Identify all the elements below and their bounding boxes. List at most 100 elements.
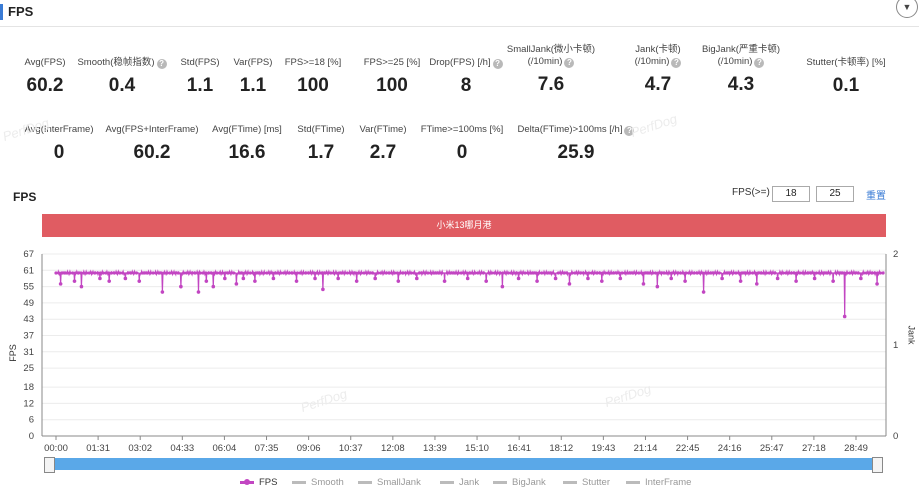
fps-dip-point	[500, 284, 505, 289]
fps-point	[334, 271, 338, 275]
fps-point	[867, 271, 871, 275]
stat-label: Smooth(稳帧指数)?	[62, 57, 182, 69]
page-title: FPS	[8, 4, 34, 19]
fps-point	[728, 271, 733, 275]
fps-point	[279, 271, 283, 275]
legend-item-smalljank[interactable]: SmallJank	[358, 477, 421, 488]
stat-label: FTime>=100ms [%]	[420, 124, 504, 135]
slider-handle-right[interactable]	[872, 457, 883, 473]
y-tick-label: 43	[23, 314, 34, 325]
x-tick-label: 27:18	[802, 443, 826, 454]
help-icon[interactable]: ?	[492, 59, 503, 69]
x-tick-label: 16:41	[507, 443, 531, 454]
legend-item-fps[interactable]: FPS	[240, 477, 277, 488]
fps-point	[656, 271, 660, 275]
fps-point	[387, 271, 391, 275]
fps-point	[379, 271, 383, 275]
fps-point	[634, 271, 638, 275]
fps-point	[881, 271, 885, 275]
stat-value: 1.1	[186, 75, 214, 96]
fps-point	[762, 271, 766, 275]
fps-point	[870, 271, 874, 275]
fps-point	[723, 271, 727, 275]
fps-point	[445, 271, 449, 275]
threshold-input-1[interactable]: 18	[772, 186, 810, 202]
fps-point	[470, 271, 474, 275]
fps-point	[79, 271, 83, 275]
stat-label: Jank(卡顿)	[635, 44, 681, 55]
legend-item-jank[interactable]: Jank	[440, 477, 479, 488]
stat-stutter: Stutter(卡顿率) [%] 0.1	[786, 57, 906, 97]
fps-point	[398, 271, 402, 275]
fps-point	[65, 271, 69, 275]
fps-point	[101, 271, 105, 275]
stat-label: FPS>=25 [%]	[363, 57, 421, 68]
legend-swatch	[493, 480, 507, 484]
help-icon[interactable]: ?	[564, 58, 575, 68]
fps-point	[559, 271, 563, 275]
stat-var-ftime: Var(FTime) 2.7	[323, 124, 443, 164]
fps-point	[301, 271, 305, 275]
fps-point	[68, 271, 72, 275]
fps-point	[659, 271, 663, 275]
fps-dip-point	[812, 276, 817, 281]
help-icon[interactable]: ?	[671, 58, 682, 68]
fps-dip-point	[553, 276, 558, 281]
help-icon[interactable]: ?	[624, 126, 635, 136]
legend-label: InterFrame	[645, 477, 692, 488]
fps-point	[157, 271, 161, 275]
fps-point	[481, 271, 486, 275]
collapse-icon[interactable]: ▼	[896, 0, 918, 18]
stat-value: 7.6	[537, 74, 565, 95]
threshold-input-2[interactable]: 25	[816, 186, 854, 202]
fps-point	[140, 271, 144, 275]
fps-point	[595, 271, 599, 275]
fps-point	[162, 271, 166, 275]
legend-item-smooth[interactable]: Smooth	[292, 477, 344, 488]
fps-point	[609, 271, 613, 275]
fps-point	[173, 271, 177, 275]
reset-button[interactable]: 重置	[866, 191, 886, 202]
stat-label: Var(FPS)	[233, 57, 273, 68]
fps-point	[134, 271, 139, 275]
x-tick-label: 04:33	[170, 443, 194, 454]
legend-swatch	[240, 478, 254, 485]
fps-point	[767, 271, 771, 275]
fps-point	[726, 271, 730, 275]
fps-dip-point	[79, 284, 84, 289]
fps-point	[165, 271, 169, 275]
y2-tick-label: 0	[893, 431, 898, 442]
fps-point	[542, 271, 547, 275]
slider-handle-left[interactable]	[44, 457, 55, 473]
fps-point	[578, 271, 583, 275]
stat-std-fps: Std(FPS) 1.1	[140, 57, 260, 97]
fps-point	[748, 271, 752, 275]
x-tick-label: 10:37	[339, 443, 363, 454]
help-icon[interactable]: ?	[754, 58, 765, 68]
fps-point	[73, 271, 78, 275]
time-range-slider[interactable]	[49, 458, 881, 470]
fps-point	[814, 271, 819, 275]
fps-point	[98, 271, 103, 275]
fps-point	[823, 271, 827, 275]
x-tick-label: 06:04	[213, 443, 237, 454]
stat-value: 60.2	[133, 142, 171, 163]
legend-item-interframe[interactable]: InterFrame	[626, 477, 691, 488]
help-icon[interactable]: ?	[156, 59, 167, 69]
fps-point	[479, 271, 483, 275]
x-tick-label: 13:39	[423, 443, 447, 454]
legend-label: SmallJank	[377, 477, 421, 488]
fps-point	[731, 271, 735, 275]
fps-point	[84, 271, 89, 275]
legend-item-bigjank[interactable]: BigJank	[493, 477, 546, 488]
fps-point	[309, 271, 313, 275]
legend-item-stutter[interactable]: Stutter	[563, 477, 610, 488]
fps-point	[115, 271, 119, 275]
fps-point	[676, 271, 680, 275]
stat-label: FPS>=18 [%]	[284, 57, 342, 68]
y-tick-label: 49	[23, 298, 34, 309]
device-banner: 小米13哪月港	[42, 214, 886, 237]
legend-label: Jank	[459, 477, 480, 488]
fps-point	[370, 271, 374, 275]
fps-dip-point	[586, 276, 590, 281]
